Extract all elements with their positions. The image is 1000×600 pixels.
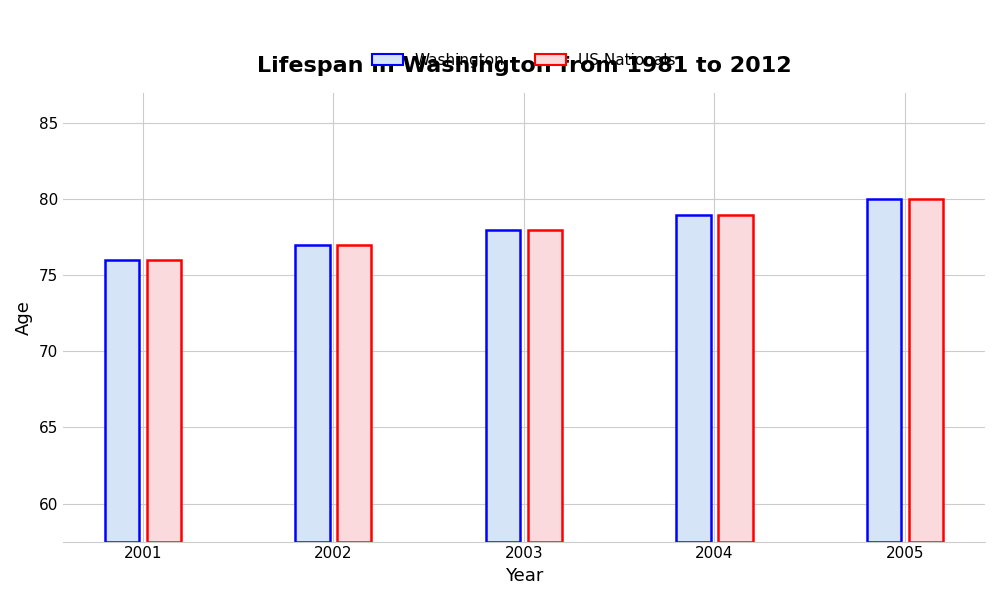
X-axis label: Year: Year xyxy=(505,567,543,585)
Bar xyxy=(147,260,181,542)
Bar xyxy=(676,215,711,542)
Bar xyxy=(909,199,943,542)
Bar xyxy=(105,260,139,542)
Y-axis label: Age: Age xyxy=(15,300,33,335)
Bar xyxy=(295,245,330,542)
Bar xyxy=(528,230,562,542)
Bar xyxy=(718,215,753,542)
Bar xyxy=(337,245,371,542)
Legend: Washington, US Nationals: Washington, US Nationals xyxy=(366,47,682,74)
Title: Lifespan in Washington from 1981 to 2012: Lifespan in Washington from 1981 to 2012 xyxy=(257,56,791,76)
Bar xyxy=(867,199,901,542)
Bar xyxy=(486,230,520,542)
